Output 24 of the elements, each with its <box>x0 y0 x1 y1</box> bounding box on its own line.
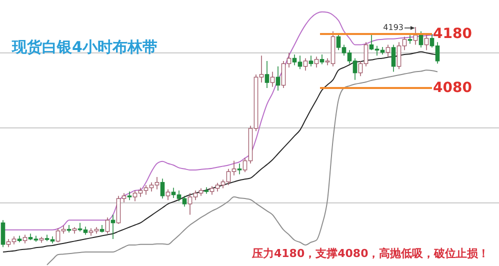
candlestick <box>264 60 270 88</box>
candlestick <box>303 58 308 72</box>
candlestick <box>166 188 170 201</box>
candlestick <box>237 163 242 175</box>
candlestick <box>386 44 390 58</box>
candlestick <box>160 178 165 199</box>
candlestick <box>276 66 280 92</box>
candlestick <box>413 26 418 46</box>
candlestick <box>320 54 324 65</box>
ref-line-label: 4080 <box>433 80 472 96</box>
candlestick <box>270 71 275 88</box>
candlestick <box>391 44 396 72</box>
candlestick <box>314 56 319 68</box>
candlestick <box>127 191 132 201</box>
annotation: 压力4180，支撑4080，高抛低吸，破位止损！ <box>251 247 490 260</box>
candlestick <box>308 55 314 67</box>
candlestick <box>0 220 6 248</box>
ref-line-label: 4180 <box>433 26 472 42</box>
candlestick <box>424 34 429 51</box>
candlestick <box>408 34 412 44</box>
candlestick <box>418 30 424 48</box>
annotation: 4193 <box>383 22 404 32</box>
candlestick <box>105 217 110 234</box>
text: 现货白银4小时布林带 <box>11 38 158 56</box>
